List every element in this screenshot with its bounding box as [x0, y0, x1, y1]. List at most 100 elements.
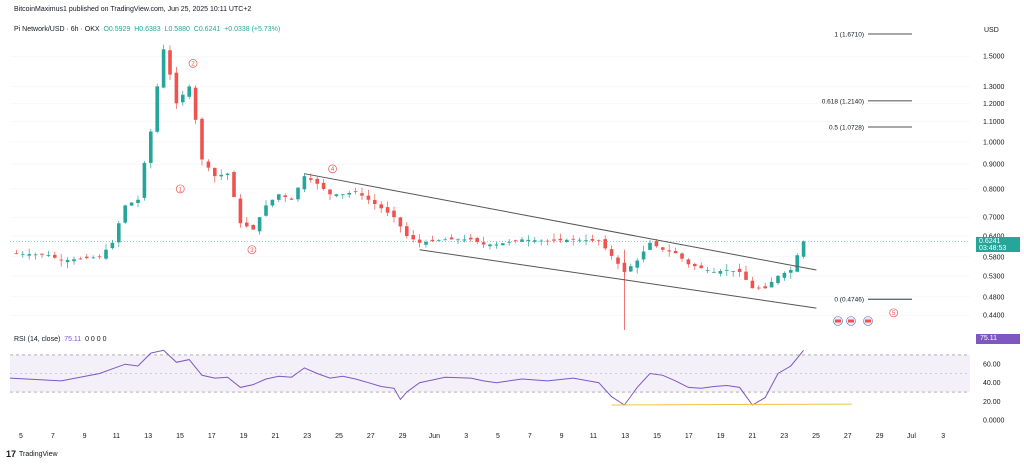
candle-body	[437, 240, 441, 242]
time-tick-label: 17	[208, 433, 216, 440]
price-tick-label: 0.4800	[983, 294, 1005, 301]
candle-body	[129, 202, 134, 206]
candle-body	[251, 225, 255, 230]
time-tick-label: 17	[685, 433, 693, 440]
candle-body	[232, 172, 236, 198]
tradingview-logo[interactable]: 17 TradingView	[6, 449, 58, 459]
price-tick-label: 1.3000	[983, 84, 1005, 91]
candle-body	[731, 270, 735, 272]
wave-label-circle	[328, 164, 337, 174]
candle-body	[155, 86, 159, 132]
wave-label-circle	[175, 184, 185, 194]
wave-label: 5	[892, 311, 896, 317]
rsi-extras: 0 0 0 0	[85, 336, 107, 343]
candle-body	[283, 195, 287, 198]
candle-body	[206, 161, 211, 168]
time-tick-label: 5	[19, 433, 23, 440]
low-value: L0.5880	[164, 26, 190, 33]
channel-lower-line	[419, 249, 817, 309]
time-tick-label: 11	[590, 433, 597, 440]
candle-body	[347, 192, 351, 195]
time-tick-label: 3	[464, 433, 468, 440]
wave-label: 1	[179, 187, 183, 193]
rsi-tick-label: 40.00	[983, 380, 1001, 387]
time-tick-label: 15	[653, 433, 661, 440]
candle-body	[449, 237, 454, 240]
open-value: O0.5929	[103, 26, 131, 33]
candle-body	[590, 239, 595, 241]
time-tick-label: 27	[844, 433, 852, 440]
candle-body	[494, 244, 499, 246]
rsi-value: 75.11	[64, 336, 82, 343]
candle-body	[488, 244, 492, 247]
candle-body	[181, 94, 185, 103]
candle-body	[782, 272, 787, 278]
candles	[14, 44, 806, 330]
candle-body	[725, 269, 729, 271]
time-tick-label: 23	[780, 433, 788, 440]
price-tick-label: 0.5800	[983, 254, 1005, 261]
candle-body	[360, 193, 364, 196]
price-tick-label: 0.5300	[983, 273, 1005, 280]
candle-body	[161, 49, 166, 88]
candle-body	[469, 237, 473, 240]
candle-body	[110, 242, 115, 249]
candle-body	[430, 239, 435, 242]
candle-body	[53, 254, 57, 258]
price-tick-label: 0.9000	[983, 162, 1005, 169]
time-tick-label: 3	[941, 433, 945, 440]
candle-body	[174, 72, 179, 104]
time-tick-label: 15	[176, 433, 184, 440]
wave-label-circle	[247, 245, 257, 255]
candle-body	[257, 217, 262, 232]
candle-body	[411, 235, 415, 240]
candle-body	[104, 249, 108, 259]
rsi-label[interactable]: RSI (14, close) 75.11 0 0 0 0	[14, 336, 107, 343]
candle-body	[219, 174, 223, 177]
candle-body	[245, 222, 249, 227]
candle-body	[481, 242, 486, 245]
candle-body	[712, 271, 716, 273]
candle-body	[398, 217, 403, 227]
rsi-tick-label: 60.00	[983, 362, 1001, 369]
rsi-support-line	[611, 403, 853, 406]
time-tick-label: 7	[528, 433, 532, 440]
time-tick-label: Jul	[907, 433, 916, 440]
candle-body	[801, 241, 806, 257]
last-price-tag: 0.6241 03:48:53	[976, 237, 1020, 252]
candle-body	[603, 239, 607, 249]
time-tick-label: 29	[876, 433, 884, 440]
time-tick-label: 27	[367, 433, 375, 440]
candle-body	[142, 162, 147, 198]
candle-body	[40, 253, 44, 255]
candle-body	[91, 257, 95, 259]
candle-body	[757, 287, 761, 289]
candle-body	[577, 239, 582, 241]
candle-body	[597, 240, 601, 242]
currency-label: USD	[984, 27, 999, 34]
candle-body	[238, 198, 243, 224]
tradingview-mark-icon: 17	[6, 449, 17, 459]
candle-body	[609, 249, 614, 256]
candle-body	[763, 286, 767, 289]
candle-body	[705, 269, 710, 271]
candle-body	[321, 182, 326, 189]
candle-body	[558, 238, 563, 241]
us-flag-stripe	[865, 319, 871, 323]
symbol-bar[interactable]: Pi Network/USD · 6h · OKX O0.5929 H0.638…	[14, 26, 280, 33]
wave-label: 2	[191, 62, 195, 68]
wave-label: 4	[331, 167, 335, 173]
rsi-tag: 75.11	[976, 334, 1020, 344]
time-tick-label: 25	[812, 433, 820, 440]
candle-body	[776, 275, 780, 284]
candle-body	[686, 259, 691, 265]
candle-body	[136, 199, 140, 203]
candle-body	[584, 240, 588, 242]
candle-body	[46, 255, 51, 256]
candle-body	[385, 207, 390, 213]
candle-body	[379, 204, 383, 209]
fib-level-label: 1 (1.6710)	[834, 32, 864, 39]
candle-body	[744, 271, 748, 280]
time-tick-label: 23	[303, 433, 311, 440]
